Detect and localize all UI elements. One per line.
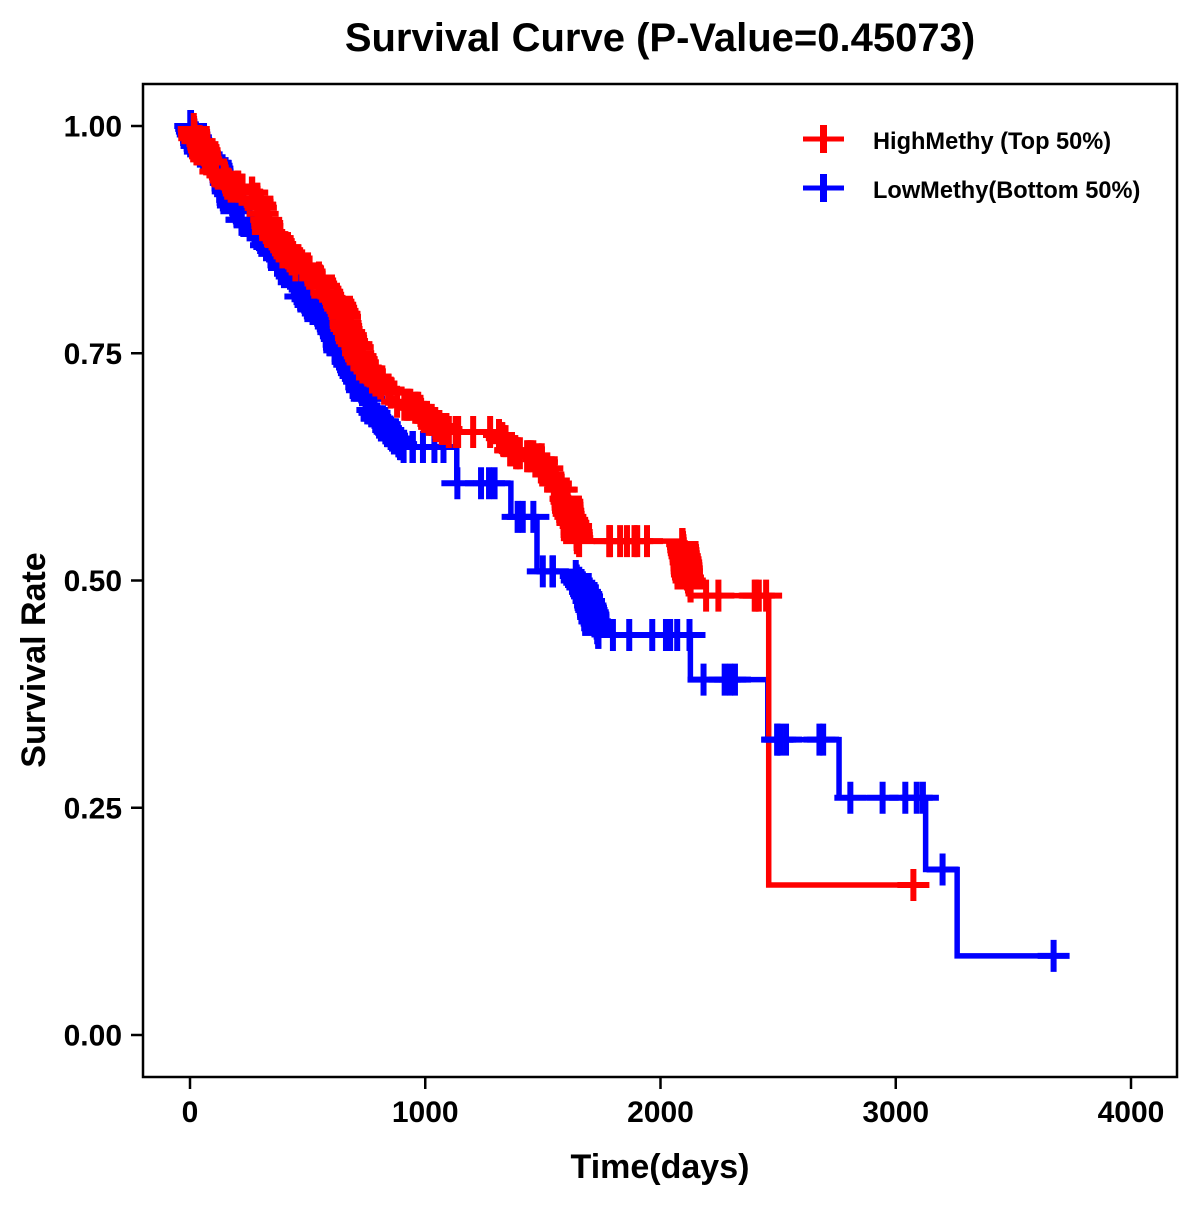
svg-text:0.75: 0.75 xyxy=(64,338,122,371)
svg-text:HighMethy (Top 50%): HighMethy (Top 50%) xyxy=(873,129,1111,155)
svg-text:1.00: 1.00 xyxy=(64,111,122,144)
svg-text:Survival Rate: Survival Rate xyxy=(15,552,53,767)
svg-text:3000: 3000 xyxy=(862,1096,929,1129)
svg-text:1000: 1000 xyxy=(392,1096,459,1129)
svg-text:2000: 2000 xyxy=(627,1096,694,1129)
svg-text:4000: 4000 xyxy=(1098,1096,1165,1129)
svg-text:0.50: 0.50 xyxy=(64,565,122,598)
svg-text:0.25: 0.25 xyxy=(64,792,122,825)
svg-text:Survival Curve (P-Value=0.4507: Survival Curve (P-Value=0.45073) xyxy=(345,16,975,60)
svg-text:LowMethy(Bottom 50%): LowMethy(Bottom 50%) xyxy=(873,178,1140,204)
svg-text:0: 0 xyxy=(182,1096,199,1129)
svg-text:0.00: 0.00 xyxy=(64,1020,122,1053)
svg-text:Time(days): Time(days) xyxy=(571,1148,750,1186)
